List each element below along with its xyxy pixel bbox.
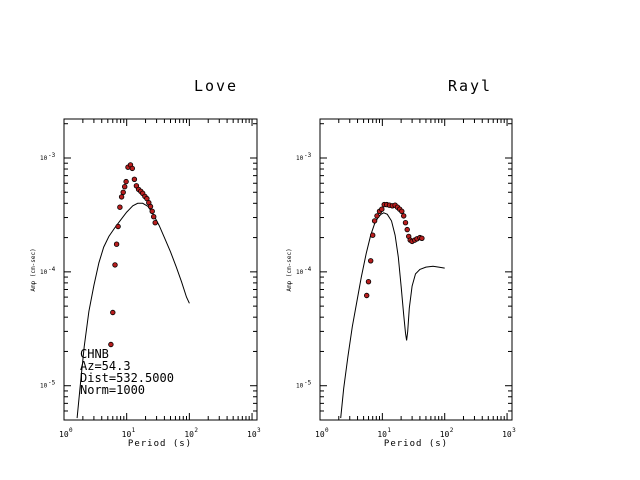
rayl-series — [340, 201, 445, 419]
rayl-model-curve — [340, 212, 445, 419]
love-data-point — [113, 241, 120, 247]
love-x-tick-exponent: 1 — [132, 427, 136, 434]
love-plot-frame — [63, 118, 258, 421]
rayl-y-tick-exponent: -3 — [304, 152, 312, 159]
love-x-tick-label: 10 — [59, 430, 69, 439]
love-minor-ticks — [63, 119, 257, 420]
rayl-minor-ticks — [319, 119, 512, 420]
rayl-x-tick-exponent: 0 — [325, 427, 329, 434]
love-title: Love — [194, 77, 238, 95]
love-y-tick-label: 10 — [40, 155, 48, 162]
love-y-tick-label: 10 — [40, 383, 48, 390]
love-y-tick-labels: 10-510-410-3 — [40, 152, 56, 390]
love-x-tick-labels: 10 0 10 1 10 2 10 3 — [59, 427, 261, 439]
love-data-point — [149, 208, 155, 214]
love-x-tick-exponent: 0 — [69, 427, 73, 434]
love-data-point — [129, 165, 135, 172]
love-data-point — [110, 309, 116, 316]
love-x-axis-label: Period (s) — [128, 439, 192, 449]
rayl-data-point — [402, 219, 409, 226]
love-data-point — [123, 178, 129, 185]
love-x-tick-label: 10 — [122, 430, 132, 439]
love-x-tick-exponent: 3 — [257, 427, 261, 434]
rayl-data-point — [379, 206, 385, 212]
rayl-y-tick-label: 10 — [296, 269, 304, 276]
love-info-block: CHNB Az=54.3 Dist=532.5000 Norm=1000 — [80, 347, 174, 397]
love-data-point — [117, 204, 123, 210]
rayl-x-axis-label: Period (s) — [384, 439, 448, 449]
rayl-x-tick-labels: 10 0 10 1 10 2 10 3 — [315, 427, 516, 439]
rayl-data-point — [401, 213, 407, 219]
info-distance: Dist=532.5000 — [80, 371, 174, 385]
rayl-x-tick-label: 10 — [440, 430, 450, 439]
love-y-tick-exponent: -5 — [48, 380, 56, 387]
love-series — [76, 162, 190, 419]
love-data-point — [150, 213, 157, 220]
love-x-tick-label: 10 — [247, 430, 257, 439]
love-x-tick-label: 10 — [184, 430, 194, 439]
rayl-x-tick-exponent: 1 — [387, 427, 391, 434]
rayl-data-point — [374, 213, 380, 219]
info-station: CHNB — [80, 347, 109, 361]
rayl-y-tick-labels: 10-510-410-3 — [296, 152, 312, 390]
love-data-point — [152, 219, 158, 226]
rayl-panel: Rayl 10 0 10 1 10 2 10 3 10-510-410-3 Period (s… — [286, 77, 516, 449]
rayl-data-point — [370, 232, 376, 238]
rayl-data-point — [364, 292, 370, 299]
rayl-title: Rayl — [448, 77, 492, 95]
love-data-point — [112, 262, 118, 268]
rayl-data-point — [404, 226, 410, 233]
rayl-x-tick-label: 10 — [377, 430, 387, 439]
rayl-y-tick-exponent: -5 — [304, 380, 312, 387]
rayl-x-tick-exponent: 3 — [512, 427, 516, 434]
love-data-point — [121, 183, 128, 190]
rayl-y-tick-exponent: -4 — [304, 266, 312, 273]
love-y-tick-label: 10 — [40, 269, 48, 276]
rayl-data-point — [368, 258, 374, 264]
rayl-x-tick-label: 10 — [502, 430, 512, 439]
love-model-curve — [76, 202, 190, 419]
rayl-x-tick-exponent: 2 — [450, 427, 454, 434]
info-azimuth: Az=54.3 — [80, 359, 131, 373]
love-data-point — [115, 223, 121, 230]
rayl-y-tick-label: 10 — [296, 155, 304, 162]
love-y-tick-exponent: -3 — [48, 152, 56, 159]
rayl-data-point — [419, 235, 425, 241]
rayl-data-point — [371, 218, 378, 224]
love-x-tick-exponent: 2 — [194, 427, 198, 434]
love-y-axis-label: Amp (cm-sec) — [30, 248, 37, 291]
love-data-point — [108, 341, 114, 348]
love-data-point — [120, 189, 126, 195]
rayl-data-point — [365, 279, 372, 285]
love-data-point — [131, 176, 138, 182]
rayl-x-tick-label: 10 — [315, 430, 325, 439]
rayl-y-tick-label: 10 — [296, 383, 304, 390]
love-y-tick-exponent: -4 — [48, 266, 56, 273]
love-data-point — [147, 203, 154, 210]
love-data-point — [118, 194, 125, 200]
rayl-data-point — [399, 208, 405, 214]
rayl-y-axis-label: Amp (cm-sec) — [286, 248, 293, 291]
info-norm: Norm=1000 — [80, 383, 145, 397]
rayl-plot-frame — [319, 118, 513, 421]
love-panel: Love 10 0 10 1 10 2 10 3 10-510-410-3 Period (s… — [30, 77, 261, 449]
